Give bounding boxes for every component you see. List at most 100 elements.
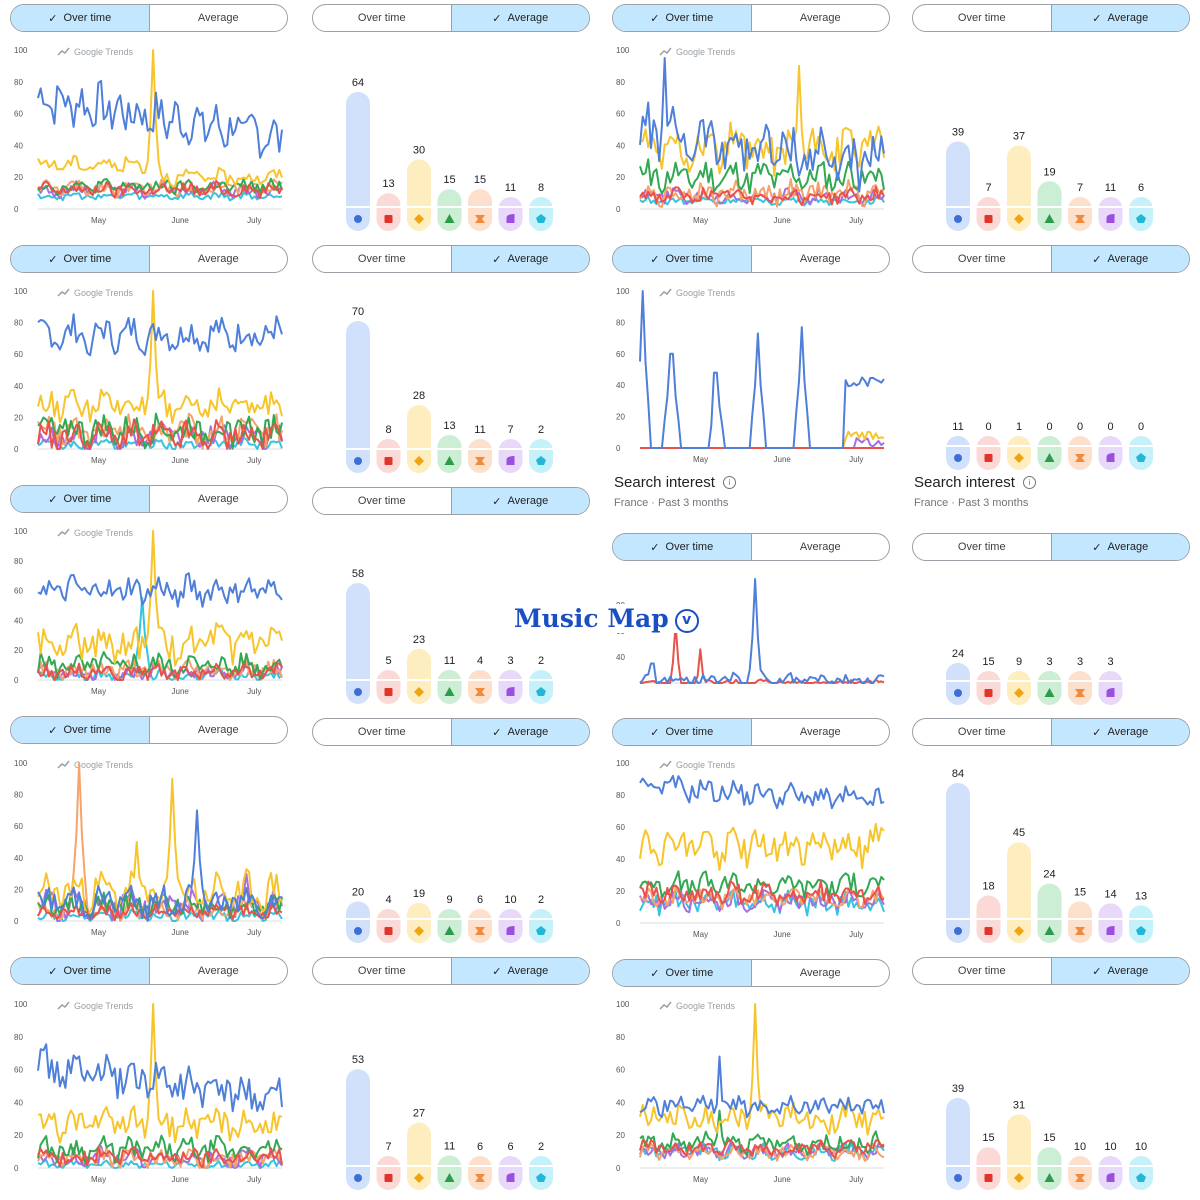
- bar-value-label: 1: [1016, 421, 1022, 433]
- check-icon: ✓: [48, 965, 58, 978]
- y-tick-label: 0: [616, 1164, 621, 1173]
- view-toggle: ✓ Over time Average: [612, 533, 890, 561]
- over-time-tab[interactable]: ✓ Over time: [11, 958, 149, 984]
- triangle-series-icon: [1044, 214, 1055, 223]
- toggle-label: Over time: [665, 253, 714, 265]
- average-tab[interactable]: ✓ Average: [450, 5, 589, 31]
- y-tick-label: 20: [616, 173, 625, 182]
- bar-value-label: 30: [413, 144, 425, 156]
- x-tick-label: June: [172, 687, 190, 696]
- average-bar-chart: 84 18 45 24 15 14 13: [912, 747, 1190, 953]
- average-tab[interactable]: Average: [148, 246, 288, 272]
- bar: [376, 193, 401, 231]
- line-chart-svg: 0 20 40 60 80 100 May June July Google Trends: [14, 527, 283, 696]
- check-icon: ✓: [650, 967, 660, 980]
- over-time-tab[interactable]: ✓ Over time: [11, 717, 149, 743]
- line-chart: 0 20 40 60 80 100 May June July Google Trends: [10, 34, 288, 241]
- bar: [946, 141, 970, 231]
- toggle-label: Over time: [665, 12, 714, 24]
- average-tab[interactable]: Average: [750, 246, 890, 272]
- bar: [1098, 671, 1123, 705]
- average-tab[interactable]: Average: [148, 958, 288, 984]
- series-line: [37, 191, 283, 202]
- average-tab[interactable]: Average: [750, 5, 890, 31]
- bar: [1098, 197, 1123, 231]
- square-series-icon: [384, 688, 393, 696]
- line-chart: 0 20 40 60 80 100 May June July Google Trends: [10, 275, 288, 481]
- over-time-tab[interactable]: Over time: [913, 246, 1051, 272]
- check-icon: ✓: [650, 541, 660, 554]
- bar-value-label: 9: [1016, 656, 1022, 668]
- average-tab[interactable]: ✓ Average: [450, 488, 589, 514]
- toggle-label: Average: [197, 12, 239, 24]
- average-tab[interactable]: Average: [750, 534, 890, 560]
- check-icon: ✓: [48, 253, 58, 266]
- square-series-icon: [984, 689, 993, 697]
- over-time-tab[interactable]: ✓ Over time: [11, 5, 149, 31]
- over-time-tab[interactable]: Over time: [313, 246, 451, 272]
- average-tab[interactable]: ✓ Average: [450, 246, 589, 272]
- bar-value-label: 18: [982, 880, 994, 892]
- over-time-tab[interactable]: Over time: [913, 958, 1051, 984]
- average-tab[interactable]: Average: [750, 719, 890, 745]
- toggle-label: Over time: [63, 724, 112, 736]
- bar-value-label: 0: [985, 421, 991, 433]
- view-toggle: ✓ Over time Average: [612, 245, 890, 273]
- over-time-tab[interactable]: Over time: [313, 719, 451, 745]
- trends-icon: [659, 1001, 672, 1010]
- average-tab[interactable]: Average: [750, 960, 890, 986]
- average-tab[interactable]: Average: [148, 486, 288, 512]
- info-icon[interactable]: i: [722, 476, 736, 489]
- bar: [346, 1069, 370, 1190]
- over-time-tab[interactable]: ✓ Over time: [613, 719, 751, 745]
- bar-value-label: 45: [1013, 827, 1025, 839]
- over-time-tab[interactable]: Over time: [313, 958, 451, 984]
- series-line: [37, 658, 283, 681]
- bar: [376, 670, 401, 704]
- average-bar-chart: 53 7 27 11 6 6 2: [312, 988, 590, 1200]
- check-icon: ✓: [650, 726, 660, 739]
- check-icon: ✓: [1092, 541, 1102, 554]
- bar: [1037, 883, 1062, 943]
- info-icon[interactable]: i: [1022, 476, 1036, 489]
- over-time-tab[interactable]: ✓ Over time: [11, 246, 149, 272]
- over-time-tab[interactable]: Over time: [913, 5, 1051, 31]
- bar: [1068, 436, 1092, 470]
- pentagon-series-icon: [1136, 1173, 1146, 1182]
- google-trends-logo: Google Trends: [57, 528, 134, 538]
- over-time-tab[interactable]: ✓ Over time: [613, 960, 751, 986]
- toggle-label: Over time: [957, 12, 1006, 24]
- toggle-label: Over time: [957, 965, 1006, 977]
- bar-value-label: 13: [443, 420, 455, 432]
- over-time-tab[interactable]: ✓ Over time: [613, 5, 751, 31]
- over-time-tab[interactable]: Over time: [313, 5, 451, 31]
- series-line: [37, 662, 283, 681]
- average-tab[interactable]: ✓ Average: [450, 719, 589, 745]
- over-time-tab[interactable]: ✓ Over time: [613, 534, 751, 560]
- toggle-label: Over time: [63, 12, 112, 24]
- average-tab[interactable]: ✓ Average: [1050, 958, 1189, 984]
- diamond-series-icon: [1014, 688, 1024, 698]
- search-interest-subtitle: France · Past 3 months: [914, 497, 1029, 509]
- over-time-tab[interactable]: ✓ Over time: [11, 486, 149, 512]
- bar-value-label: 53: [352, 1054, 364, 1066]
- toggle-label: Average: [197, 493, 239, 505]
- bar: [468, 909, 492, 943]
- average-tab[interactable]: ✓ Average: [450, 958, 589, 984]
- average-tab[interactable]: Average: [148, 717, 288, 743]
- over-time-tab[interactable]: Over time: [913, 534, 1051, 560]
- bar: [407, 902, 431, 943]
- average-tab[interactable]: ✓ Average: [1050, 5, 1189, 31]
- average-tab[interactable]: ✓ Average: [1050, 246, 1189, 272]
- bar-value-label: 14: [1104, 888, 1116, 900]
- average-tab[interactable]: Average: [148, 5, 288, 31]
- y-tick-label: 60: [14, 587, 23, 596]
- over-time-tab[interactable]: Over time: [313, 488, 451, 514]
- over-time-tab[interactable]: ✓ Over time: [613, 246, 751, 272]
- circle-series-icon: [354, 927, 362, 935]
- check-icon: ✓: [1092, 726, 1102, 739]
- average-tab[interactable]: ✓ Average: [1050, 719, 1189, 745]
- over-time-tab[interactable]: Over time: [913, 719, 1051, 745]
- average-tab[interactable]: ✓ Average: [1050, 534, 1189, 560]
- x-tick-label: June: [172, 928, 190, 937]
